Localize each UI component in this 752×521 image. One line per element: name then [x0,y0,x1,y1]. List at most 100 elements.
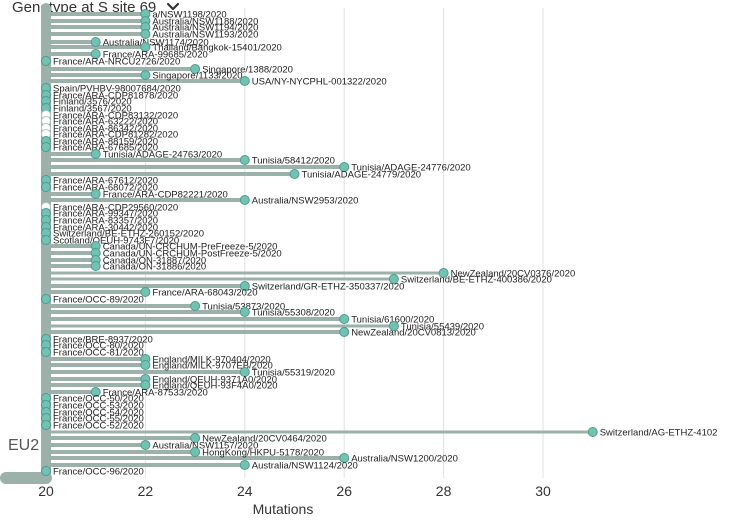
tip-label: Australia/NSW1174/2020 [103,38,209,49]
tip-node[interactable] [90,189,101,199]
tip-label: Scotland/QEUH-9743F7/2020 [53,236,179,247]
tip-node[interactable] [239,195,250,205]
tip-node[interactable] [239,76,250,86]
tip-node[interactable] [388,321,399,331]
tip-label: Canada/ON-31887/2020 [103,256,207,267]
tip-node[interactable] [90,149,101,159]
tip-label: NewZealand/20CV0464/2020 [202,434,327,445]
tip-label: France/OCC-80/2020 [53,341,144,352]
tip-node[interactable] [190,64,201,74]
x-tick-label-26: 26 [336,483,352,499]
tip-node[interactable] [339,327,350,337]
tip-label: HongKong/HKPU-5178/2020 [202,448,324,459]
tip-label: Tunisia/53873/2020 [202,302,285,313]
tip-node[interactable] [140,70,151,80]
tip-label: France/ARA-CDP81282/2020 [53,130,178,141]
tip-label: France/ARA-CDP83132/2020 [53,111,178,122]
tip-label: France/ARA-CDP82221/2020 [103,190,228,201]
tip-label: a/NSW1198/2020 [152,10,226,21]
tip-node[interactable] [190,301,201,311]
tip-label: USA/NY-NYCPHL-001322/2020 [252,77,387,88]
tip-label: Australia/NSW1188/2020 [152,17,258,28]
tip-node[interactable] [190,433,201,443]
tip-node[interactable] [239,155,250,165]
tip-label: France/ARA-CDP81878/2020 [53,91,178,102]
tip-label: France/OCC-96/2020 [53,467,144,478]
tip-label: England/QEUH-9371A0/2020 [152,375,277,386]
tip-label: Australia/NSW1194/2020 [152,23,258,34]
tip-node[interactable] [388,274,399,284]
tip-node[interactable] [339,453,350,463]
x-axis-title: Mutations [253,501,314,517]
tip-node[interactable] [41,142,51,152]
tip-label: Tunisia/55308/2020 [252,308,335,319]
tip-label: France/ARA-99685/2020 [103,50,208,61]
tip-label: Tunisia/ADAGE-24779/2020 [302,170,422,181]
tip-label: France/OCC-81/2020 [53,348,144,359]
x-tick-label-28: 28 [436,483,452,499]
tip-node[interactable] [41,235,51,245]
tip-node[interactable] [90,37,101,47]
tip-node[interactable] [140,287,151,297]
tip-label: Singapore/1388/2020 [202,65,293,76]
tip-label: France/ARA-86342/2020 [53,124,158,135]
tip-node[interactable] [90,49,101,59]
tip-label: Tunisia/61600/2020 [351,315,434,326]
tip-node[interactable] [90,261,101,271]
tip-node[interactable] [239,307,250,317]
tip-node[interactable] [438,268,449,278]
tip-label: France/ARA-88159/2020 [53,137,158,148]
tip-label: Australia/NSW1193/2020 [152,30,258,41]
tip-label: France/ARA-99347/2020 [53,209,158,220]
tip-label: Tunisia/ADAGE-24776/2020 [351,163,471,174]
tip-label: France/ARA-CDP29560/2020 [53,203,178,214]
x-tick-label-20: 20 [38,483,54,499]
tip-label: France/OCC-89/2020 [53,295,144,306]
tip-node[interactable] [239,460,250,470]
tip-label: France/OCC-54/2020 [53,408,144,419]
tip-node[interactable] [239,367,250,377]
tip-node[interactable] [239,281,250,291]
x-axis: 20 22 24 26 28 30 [38,483,551,499]
tip-label: France/ARA-68072/2020 [53,183,158,194]
tip-label: England/MILK-970404/2020 [152,355,270,366]
tip-node[interactable] [41,466,51,476]
tip-label: France/ARA-67612/2020 [53,176,158,187]
tip-node[interactable] [140,360,151,370]
tip-label: Finland/3576/2020 [53,97,132,108]
tip-node[interactable] [339,162,350,172]
tip-node[interactable] [41,182,51,192]
tip-node[interactable] [41,420,51,430]
tip-label: Thailand/Bangkok-15401/2020 [152,43,281,54]
tip-label: France/ARA-83357/2020 [53,216,158,227]
tip-label: Canada/UN-CRCHUM-PostFreeze-5/2020 [103,249,282,260]
tip-label: France/ARA-68043/2020 [152,288,257,299]
tip-label: Singapore/1133/2020 [152,71,242,82]
chevron-down-icon[interactable] [166,0,180,14]
tip-label: Switzerland/BE-ETHZ-400386/2020 [401,275,552,286]
tip-node[interactable] [90,387,101,397]
tip-label: France/OCC-55/2020 [53,414,144,425]
tip-node[interactable] [289,169,300,179]
tip-node[interactable] [190,447,201,457]
tip-node[interactable] [41,56,51,66]
tip-label: Australia/NSW1124/2020 [252,461,358,472]
tip-node[interactable] [140,42,151,52]
tip-label: Switzerland/AG-ETHZ-4102 [600,428,718,439]
tip-node[interactable] [41,294,51,304]
tip-label: France/ARA-NRCU2726/2020 [53,57,180,68]
tip-node[interactable] [339,314,350,324]
tip-label: NewZealand/20CV0813/2020 [351,328,476,339]
tip-node[interactable] [140,380,151,390]
tip-label: France/BRE-8937/2020 [53,335,153,346]
tip-label: Tunisia/58412/2020 [252,156,335,167]
tip-node[interactable] [587,427,598,437]
tip-node[interactable] [41,347,51,357]
tip-label: Finland/3567/2020 [53,104,132,115]
tip-node[interactable] [140,29,151,39]
tip-label: Australia/NSW2953/2020 [252,196,359,207]
tip-node[interactable] [140,440,151,450]
tip-label: Tunisia/55319/2020 [252,368,335,379]
tree-tips: a/NSW1198/2020Australia/NSW1188/2020Aust… [41,9,718,478]
